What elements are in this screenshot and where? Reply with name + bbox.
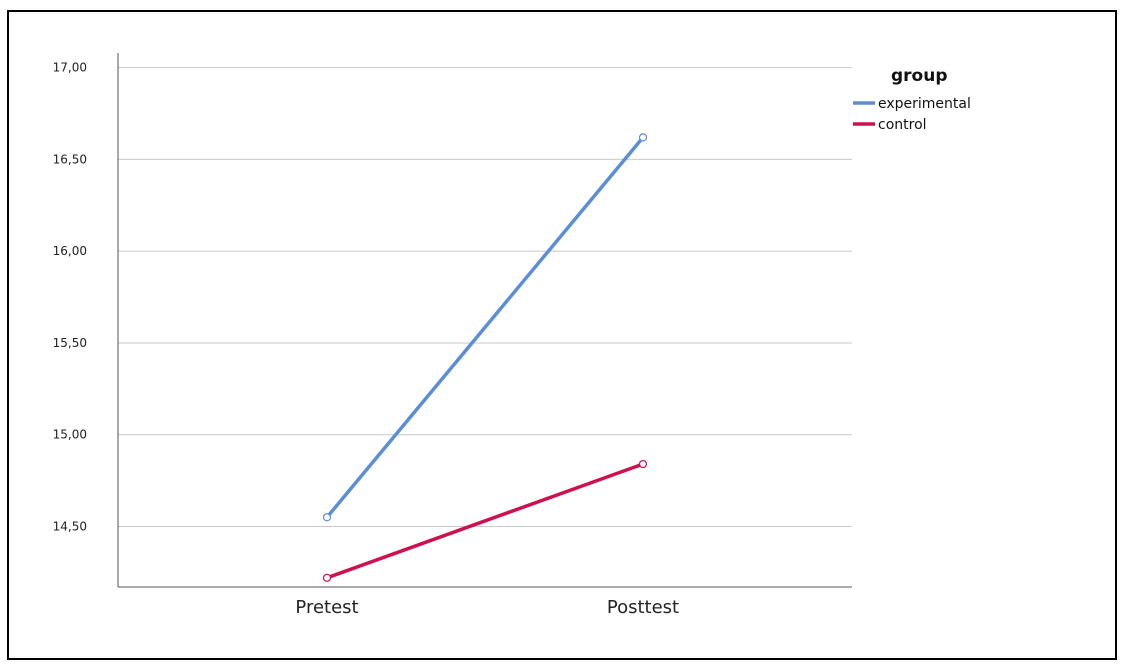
data-point-experimental	[638, 133, 648, 142]
legend: group experimental control	[853, 66, 971, 133]
series-line-experimental	[325, 135, 645, 520]
series-line-control	[325, 462, 645, 580]
chart-frame: 14,50 15,00 15,50 16,00 16,50 17,00 Pretest Po…	[7, 10, 1117, 660]
x-category-label: Pretest	[295, 597, 358, 618]
y-tick-labels: 14,50 15,00 15,50 16,00 16,50 17,00	[53, 61, 87, 534]
legend-label: control	[878, 117, 927, 133]
y-tick-label: 15,50	[53, 336, 87, 350]
y-tick-label: 16,50	[53, 152, 87, 166]
line-chart: 14,50 15,00 15,50 16,00 16,50 17,00 Pretest Po…	[53, 53, 971, 618]
series-lines	[322, 133, 648, 582]
data-point-control	[638, 459, 648, 469]
data-point-experimental	[322, 513, 332, 522]
gridlines	[118, 67, 852, 527]
x-category-labels: Pretest Posttest	[295, 597, 679, 618]
data-point-control	[322, 573, 332, 582]
axes	[117, 53, 852, 588]
y-tick-label: 17,00	[53, 61, 87, 75]
y-tick-label: 15,00	[53, 428, 87, 442]
y-tick-label: 14,50	[53, 519, 87, 533]
x-category-label: Posttest	[607, 597, 679, 618]
y-tick-label: 16,00	[53, 244, 87, 258]
legend-title: group	[891, 66, 948, 86]
legend-label: experimental	[878, 96, 971, 112]
